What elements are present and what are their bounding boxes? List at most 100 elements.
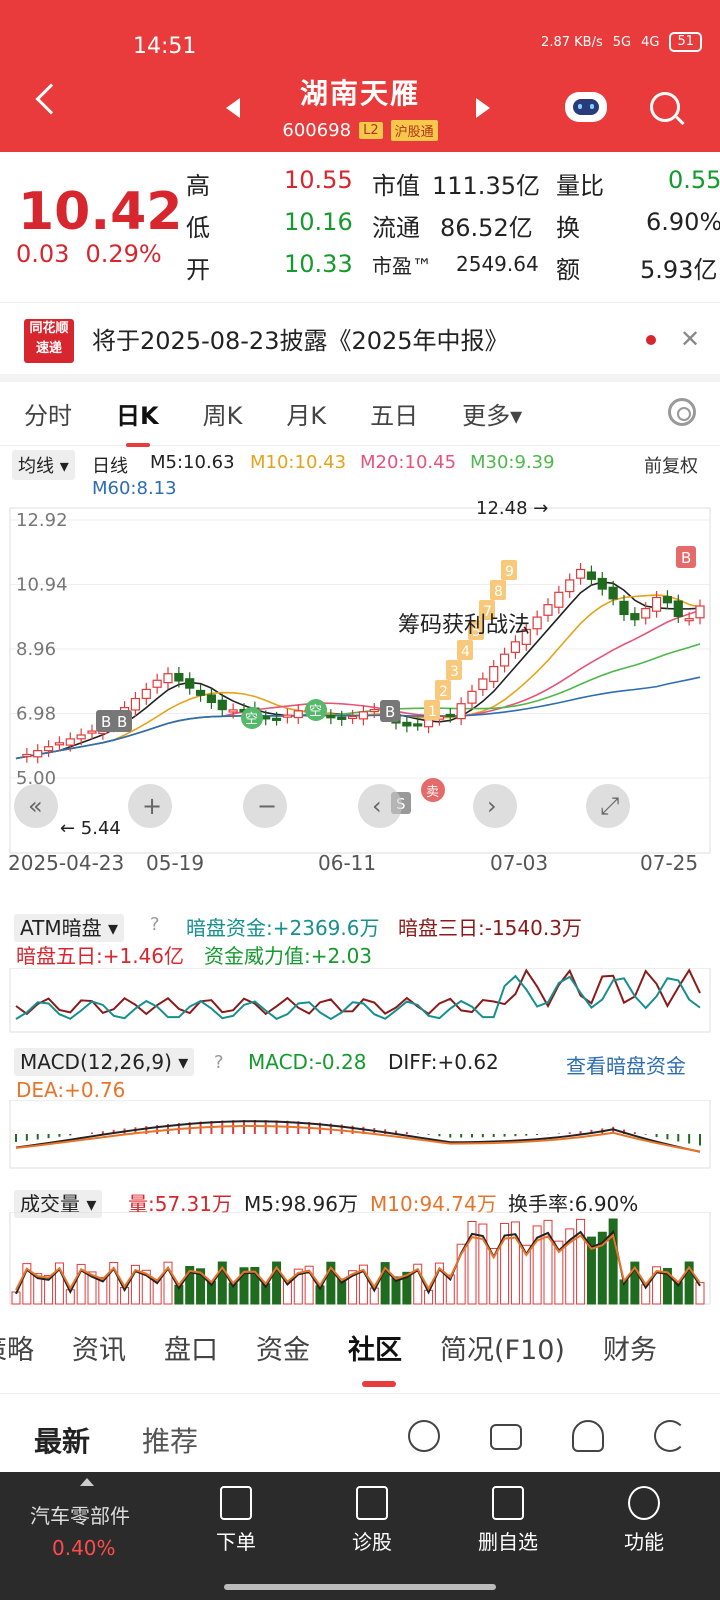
ma30-line xyxy=(15,643,701,760)
tab-funds[interactable]: 资金 xyxy=(256,1335,310,1366)
candle-body xyxy=(662,596,673,604)
min-price-label: ← 5.44 xyxy=(60,818,121,839)
feed-latest[interactable]: 最新 xyxy=(34,1425,91,1458)
x-tick-label: 05-19 xyxy=(146,851,204,875)
diagnose-button[interactable]: 诊股 xyxy=(322,1486,422,1555)
profile-icon[interactable] xyxy=(572,1420,604,1452)
bottom-bar: 汽车零部件 0.40% 下单 诊股 删自选 功能 xyxy=(0,1472,720,1600)
sell-circle-marker xyxy=(421,778,445,802)
mail-icon[interactable] xyxy=(490,1424,522,1450)
candle-body xyxy=(347,715,358,720)
volume-bar xyxy=(652,1266,662,1305)
atm-chart xyxy=(9,968,711,1033)
volume-bar xyxy=(554,1240,564,1305)
expand-icon[interactable] xyxy=(80,1478,94,1486)
amount-value: 5.93亿 xyxy=(640,256,718,284)
signal-number: 4 xyxy=(461,644,470,660)
candle-body xyxy=(478,678,488,691)
zoom-control-glyph: › xyxy=(487,792,497,820)
status-indicators: 2.87 KB/s 5G 4G 51 xyxy=(541,32,702,52)
volume-bar xyxy=(434,1262,444,1305)
change-value: 0.03 xyxy=(16,240,70,268)
tab-daily-k[interactable]: 日K xyxy=(116,396,159,447)
candle-body xyxy=(467,690,477,704)
adjust-label[interactable]: 前复权 xyxy=(644,456,698,477)
close-icon[interactable]: ✕ xyxy=(680,325,701,353)
remove-watchlist-button[interactable]: 删自选 xyxy=(458,1486,558,1555)
atm-selector[interactable]: ATM暗盘 ▾ xyxy=(14,914,124,942)
prev-stock-icon[interactable] xyxy=(226,98,240,118)
tab-orderbook[interactable]: 盘口 xyxy=(164,1335,218,1366)
volume-bar xyxy=(304,1265,314,1305)
order-button[interactable]: 下单 xyxy=(186,1486,286,1555)
volume-bar xyxy=(130,1264,140,1305)
tab-monthly-k[interactable]: 月K xyxy=(286,402,327,430)
macd-help-icon[interactable]: ? xyxy=(214,1052,224,1073)
ma-selector[interactable]: 均线 ▾ xyxy=(12,450,75,480)
next-stock-icon[interactable] xyxy=(476,98,490,118)
refresh-icon[interactable] xyxy=(654,1420,686,1452)
volume-bar xyxy=(630,1261,640,1305)
notice-text[interactable]: 将于2025-08-23披露《2025年中报》 xyxy=(92,327,509,355)
tab-news[interactable]: 资讯 xyxy=(72,1335,126,1366)
candle-body xyxy=(641,608,651,619)
candle-body xyxy=(586,571,597,580)
notice-bar[interactable]: 同花顺 速递 将于2025-08-23披露《2025年中报》 ✕ xyxy=(0,302,720,374)
chart-settings-icon[interactable] xyxy=(668,398,696,426)
y-tick-label: 10.94 xyxy=(16,575,68,596)
macd-selector[interactable]: MACD(12,26,9) ▾ xyxy=(14,1048,195,1076)
stock-code: 600698 xyxy=(282,120,352,141)
candle-body xyxy=(521,628,531,645)
tab-five-day[interactable]: 五日 xyxy=(370,402,419,430)
tab-community[interactable]: 社区 xyxy=(348,1328,402,1387)
vr-value: 0.55 xyxy=(668,166,720,194)
sector-name[interactable]: 汽车零部件 xyxy=(30,1504,130,1528)
kline-frame xyxy=(9,507,711,854)
tab-finance[interactable]: 财务 xyxy=(602,1335,657,1366)
buy-marker xyxy=(112,710,132,732)
feed-recommend[interactable]: 推荐 xyxy=(142,1425,199,1458)
candle-body xyxy=(217,699,227,711)
candle-body xyxy=(651,596,662,612)
volume-bar xyxy=(272,1261,282,1305)
atm-help-icon[interactable]: ? xyxy=(150,914,160,935)
order-icon xyxy=(220,1486,252,1520)
float-label: 流通 xyxy=(372,214,420,242)
tab-weekly-k[interactable]: 周K xyxy=(202,402,243,430)
search-icon[interactable] xyxy=(650,92,680,122)
post-icon[interactable] xyxy=(408,1420,440,1452)
macd-title-row: MACD(12,26,9) ▾ xyxy=(14,1048,200,1076)
divider xyxy=(0,374,720,382)
m60-label: M60:8.13 xyxy=(92,478,177,499)
tab-timeshare[interactable]: 分时 xyxy=(24,402,72,430)
logo-line1: 同花顺 xyxy=(29,321,69,336)
signal-number: 1 xyxy=(428,704,437,720)
tab-f10[interactable]: 简况(F10) xyxy=(440,1335,565,1366)
zoom-control-icon xyxy=(586,784,630,828)
volume-bar xyxy=(608,1218,618,1305)
remove-label: 删自选 xyxy=(478,1530,538,1554)
zoom-control-glyph: « xyxy=(28,792,43,820)
function-button[interactable]: 功能 xyxy=(594,1486,694,1555)
volume-bar xyxy=(510,1221,520,1305)
volume-bar xyxy=(141,1269,151,1305)
volume-bar xyxy=(413,1263,423,1305)
turnover-label: 换 xyxy=(556,214,580,242)
tab-more[interactable]: 更多▾ xyxy=(462,402,523,430)
view-dark-funds-link[interactable]: 查看暗盘资金 xyxy=(566,1054,686,1078)
volume-bar xyxy=(76,1263,86,1305)
candle-body xyxy=(619,600,629,616)
candle-body xyxy=(565,579,575,593)
candle-body xyxy=(22,753,32,758)
pe-label: 市盈™ xyxy=(372,254,432,278)
candle-body xyxy=(195,689,206,696)
home-indicator[interactable] xyxy=(224,1584,496,1590)
zoom-control-glyph: + xyxy=(142,792,162,820)
buy-marker-label: B xyxy=(101,713,111,731)
robot-assistant-icon[interactable] xyxy=(565,92,607,122)
dea-value: DEA:+0.76 xyxy=(16,1078,126,1102)
low-label: 低 xyxy=(186,214,210,242)
tab-strategy[interactable]: 策略 xyxy=(0,1335,34,1366)
candle-body xyxy=(293,710,303,719)
